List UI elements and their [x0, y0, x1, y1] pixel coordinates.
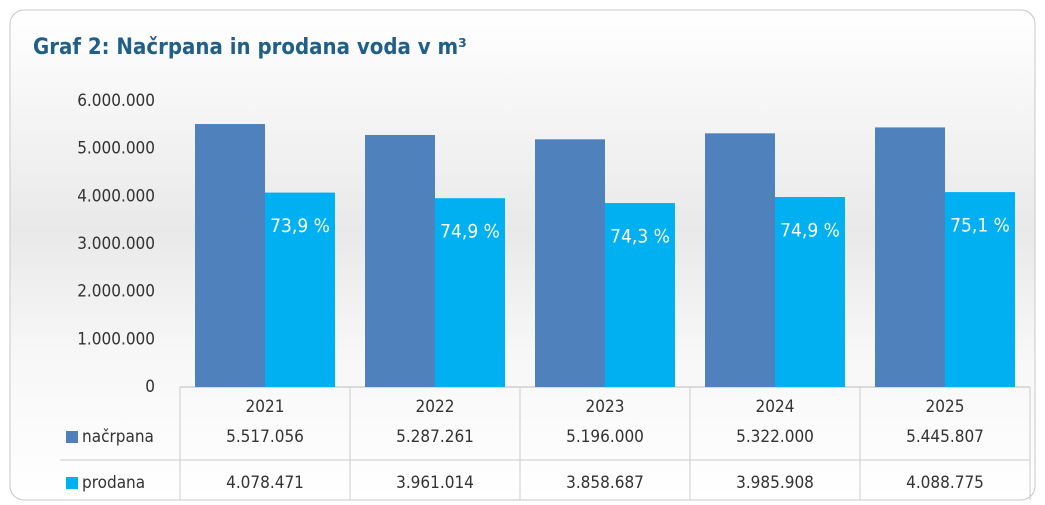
annotation: 75,1 % [950, 215, 1010, 237]
table-value: 4.088.775 [906, 473, 984, 493]
y-tick-label: 0 [145, 377, 155, 397]
y-tick-label: 5.000.000 [77, 139, 155, 159]
x-tick-label: 2022 [416, 397, 455, 417]
annotation: 73,9 % [270, 215, 330, 237]
bar [195, 124, 265, 388]
x-tick-label: 2025 [926, 397, 965, 417]
table-value: 3.961.014 [396, 473, 474, 493]
table-value: 5.322.000 [736, 427, 814, 447]
legend-swatch [66, 431, 78, 443]
y-tick-label: 1.000.000 [77, 329, 155, 349]
y-tick-label: 2.000.000 [77, 282, 155, 302]
x-tick-label: 2024 [756, 397, 795, 417]
table-value: 5.287.261 [396, 427, 474, 447]
bar [265, 192, 335, 387]
legend-label: načrpana [82, 427, 154, 447]
table-value: 5.445.807 [906, 427, 984, 447]
y-tick-label: 4.000.000 [77, 186, 155, 206]
x-tick-label: 2021 [246, 397, 285, 417]
bar [365, 134, 435, 387]
x-tick-label: 2023 [586, 397, 625, 417]
annotation: 74,9 % [440, 221, 500, 243]
table-value: 5.517.056 [226, 427, 304, 447]
table-value: 3.985.908 [736, 473, 814, 493]
annotation: 74,3 % [610, 226, 670, 248]
bar [705, 133, 775, 387]
bar [605, 203, 675, 387]
table-value: 4.078.471 [226, 473, 304, 493]
bar [535, 139, 605, 387]
bar [875, 127, 945, 387]
table-value: 3.858.687 [566, 473, 644, 493]
y-tick-label: 6.000.000 [77, 91, 155, 111]
bar [435, 198, 505, 387]
chart-title: Graf 2: Načrpana in prodana voda v m³ [33, 35, 467, 60]
legend-swatch [66, 477, 78, 489]
table-value: 5.196.000 [566, 427, 644, 447]
y-tick-label: 3.000.000 [77, 234, 155, 254]
legend-label: prodana [82, 473, 145, 493]
annotation: 74,9 % [780, 220, 840, 242]
bar [945, 192, 1015, 387]
bar [775, 197, 845, 387]
